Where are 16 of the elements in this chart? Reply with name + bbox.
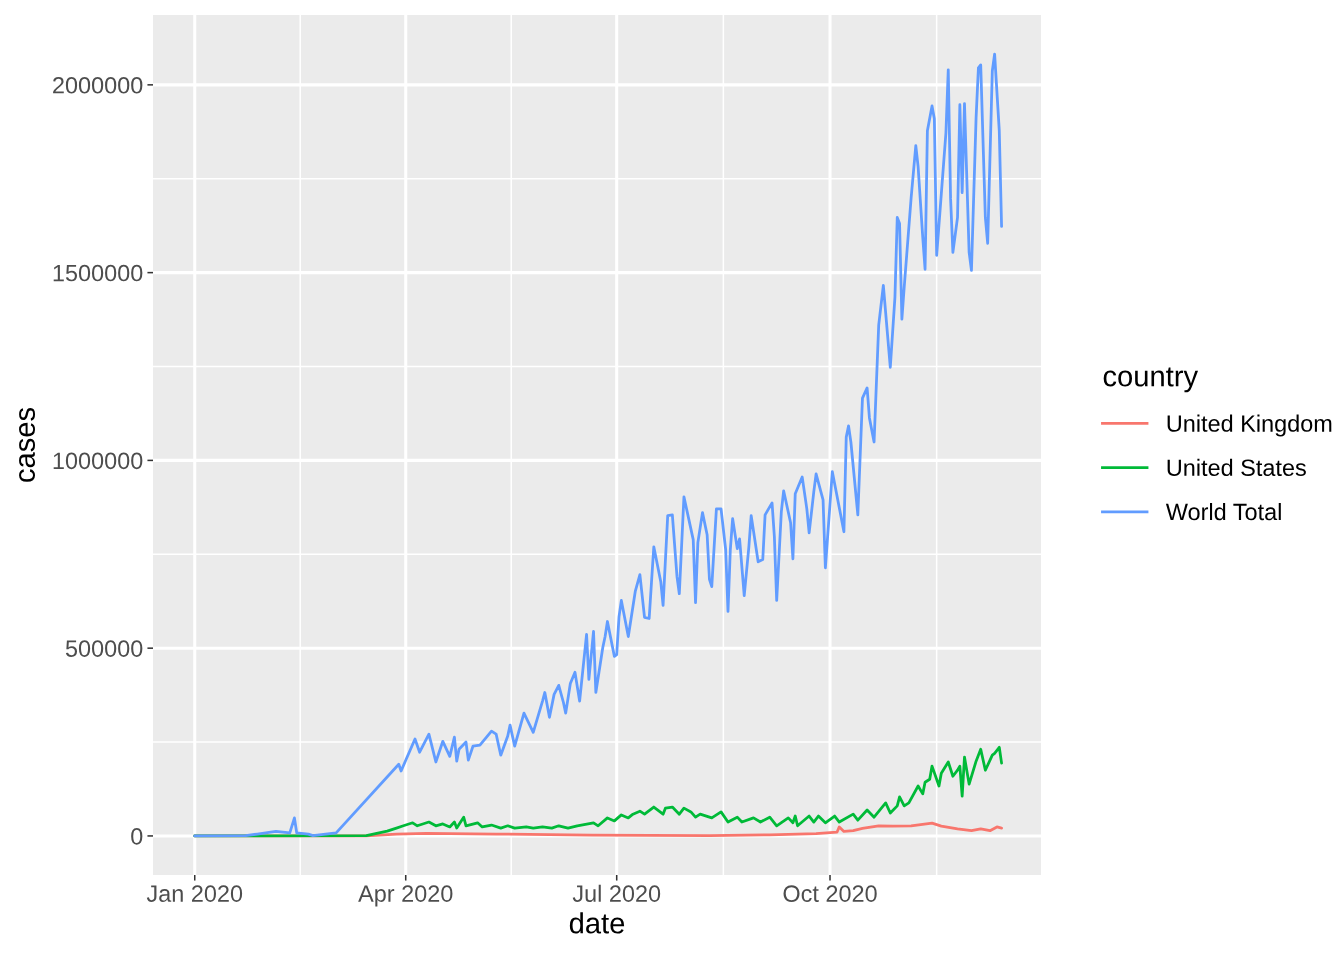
y-tick-label: 0 xyxy=(131,828,143,845)
x-tick-label: Jan 2020 xyxy=(146,885,243,902)
y-tick-label: 2000000 xyxy=(53,76,143,94)
y-axis-title: cases xyxy=(19,407,36,482)
x-tick-label: Apr 2020 xyxy=(358,885,453,907)
y-tick-label: 500000 xyxy=(65,640,143,657)
x-axis-title: date xyxy=(569,912,625,934)
x-tick-label: Jul 2020 xyxy=(572,884,661,902)
legend-label: World Total xyxy=(1165,502,1281,521)
legend-label: United States xyxy=(1167,458,1306,477)
y-tick-label: 1500000 xyxy=(53,264,143,282)
x-tick-label: Oct 2020 xyxy=(783,885,877,902)
legend-label: United Kingdom xyxy=(1167,414,1332,437)
y-tick-label: 1000000 xyxy=(53,452,143,470)
legend-title: country xyxy=(1103,367,1199,393)
line-series xyxy=(193,52,1003,838)
